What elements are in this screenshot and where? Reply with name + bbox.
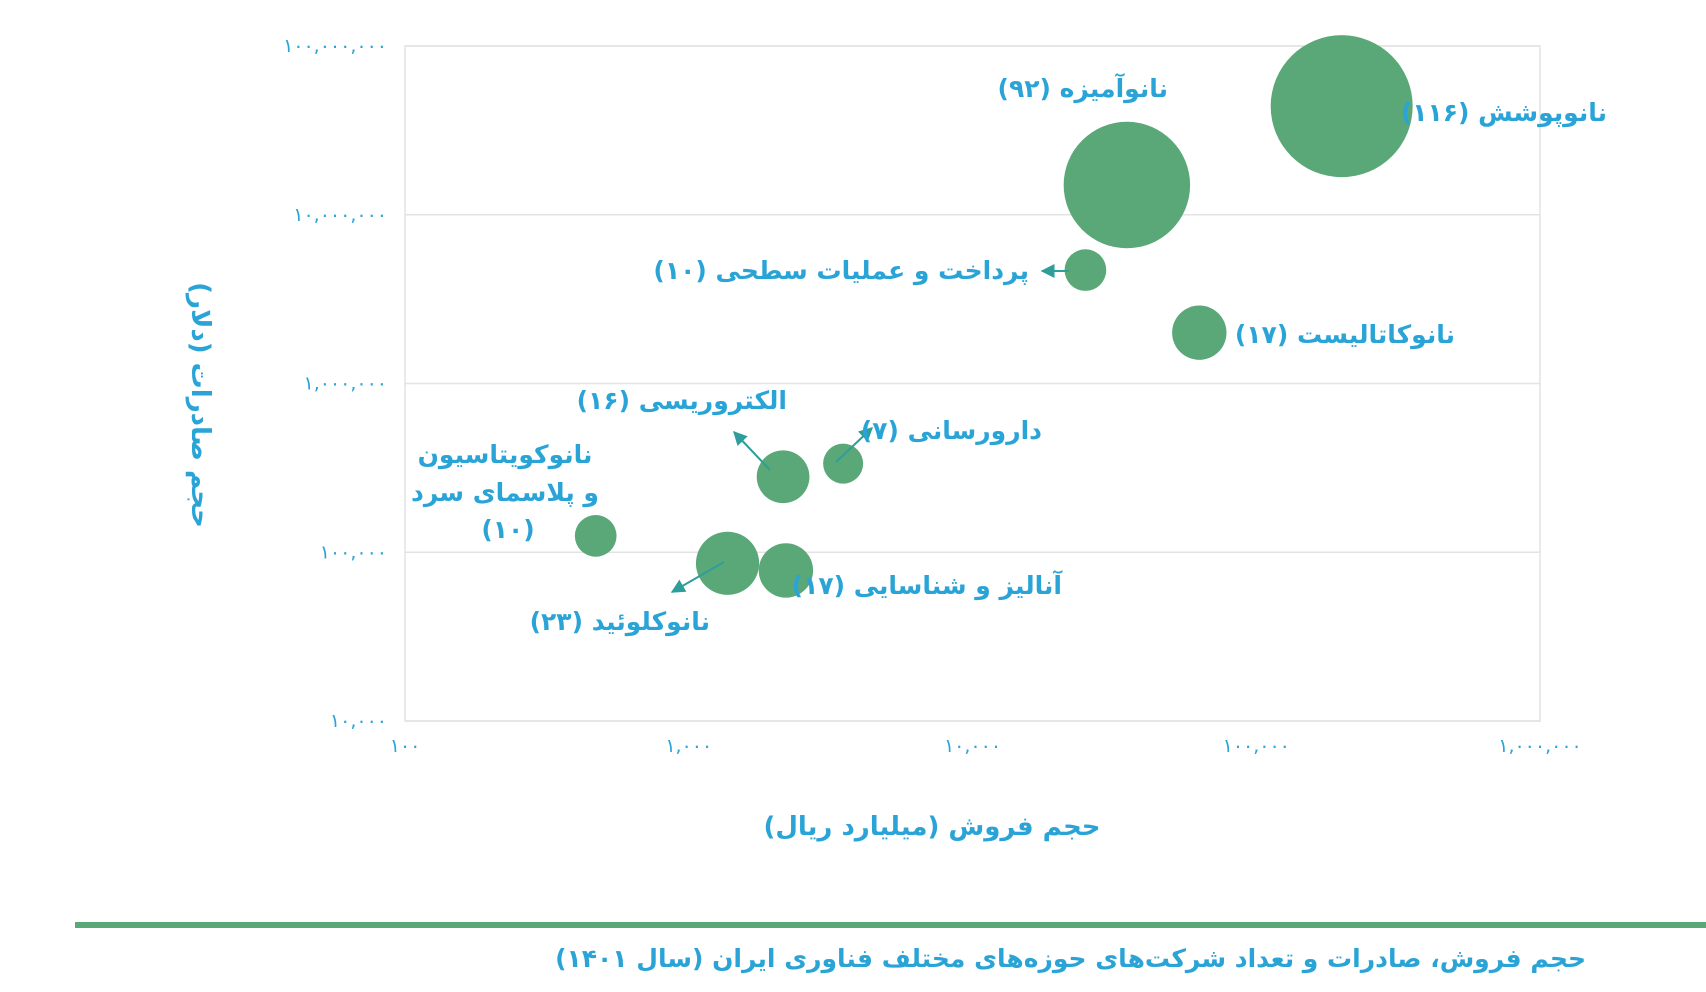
label-nanocavitation-line-3: (۱۰) — [481, 515, 534, 544]
label-nanocavitation-line-2: و پلاسمای سرد — [411, 478, 599, 508]
x-tick-label: ۱۰,۰۰۰ — [944, 735, 1001, 757]
y-axis-title: حجم صادرات (دلار) — [185, 282, 215, 528]
x-tick-label: ۱۰۰,۰۰۰ — [1223, 735, 1290, 757]
plot-frame — [404, 45, 1541, 722]
label-nanocomposite: نانوآمیزه (۹۲) — [998, 73, 1169, 104]
y-tick-label: ۱,۰۰۰,۰۰۰ — [303, 373, 387, 395]
label-nanocavitation-line-1: نانوکویتاسیون — [418, 440, 593, 470]
x-axis-title: حجم فروش (میلیارد ریال) — [763, 812, 1100, 842]
leader-arrow-electrospinning — [733, 430, 771, 471]
bubble — [758, 543, 814, 598]
y-tick-label: ۱۰,۰۰۰ — [330, 710, 387, 732]
label-analysis: آنالیز و شناسایی (۱۷) — [792, 570, 1064, 601]
bubble — [756, 450, 810, 504]
x-tick-label: ۱۰۰ — [390, 735, 421, 757]
bubble — [1063, 121, 1191, 249]
bubble — [1270, 35, 1413, 178]
x-tick-label: ۱,۰۰۰,۰۰۰ — [1498, 735, 1582, 757]
label-electrospinning: الکتروریسی (۱۶) — [577, 386, 787, 416]
bubbles — [574, 35, 1413, 598]
label-nanocolloid: نانوکلوئید (۲۳) — [530, 607, 710, 637]
label-drug-delivery: دارورسانی (۷) — [861, 416, 1042, 446]
bubble — [574, 515, 617, 557]
bubble — [695, 531, 760, 595]
leader-arrows — [670, 264, 1069, 593]
x-tick-labels: ۱۰۰ ۱,۰۰۰ ۱۰,۰۰۰ ۱۰۰,۰۰۰ ۱,۰۰۰,۰۰۰ — [390, 735, 1582, 757]
label-nanocatalyst: نانوکاتالیست (۱۷) — [1235, 320, 1455, 350]
x-tick-label: ۱,۰۰۰ — [665, 735, 712, 757]
leader-arrow-drug-delivery — [835, 427, 874, 463]
bubble-chart: ۱۰,۰۰۰ ۱۰۰,۰۰۰ ۱,۰۰۰,۰۰۰ ۱۰,۰۰۰,۰۰۰ ۱۰۰,۰۰۰,… — [185, 35, 1607, 842]
label-nanocoating: نانوپوشش (۱۱۶) — [1401, 98, 1607, 128]
bubble — [1064, 249, 1107, 291]
bubble — [1172, 305, 1227, 360]
label-surface-treatment: پرداخت و عملیات سطحی (۱۰) — [653, 256, 1029, 286]
figure-caption: حجم فروش، صادرات و تعداد شرکت‌های حوزه‌ه… — [555, 944, 1586, 973]
y-tick-label: ۱۰,۰۰۰,۰۰۰ — [293, 204, 387, 226]
bubble-labels: نانوپوشش (۱۱۶) نانوآمیزه (۹۲) پرداخت و ع… — [411, 73, 1607, 637]
y-tick-label: ۱۰۰,۰۰۰ — [320, 541, 387, 563]
y-tick-labels: ۱۰,۰۰۰ ۱۰۰,۰۰۰ ۱,۰۰۰,۰۰۰ ۱۰,۰۰۰,۰۰۰ ۱۰۰,۰۰۰,… — [283, 35, 387, 732]
caption-divider — [75, 922, 1706, 928]
leader-arrow-nanocolloid — [670, 561, 725, 593]
y-tick-label: ۱۰۰,۰۰۰,۰۰۰ — [283, 35, 387, 57]
bubble — [823, 443, 864, 484]
